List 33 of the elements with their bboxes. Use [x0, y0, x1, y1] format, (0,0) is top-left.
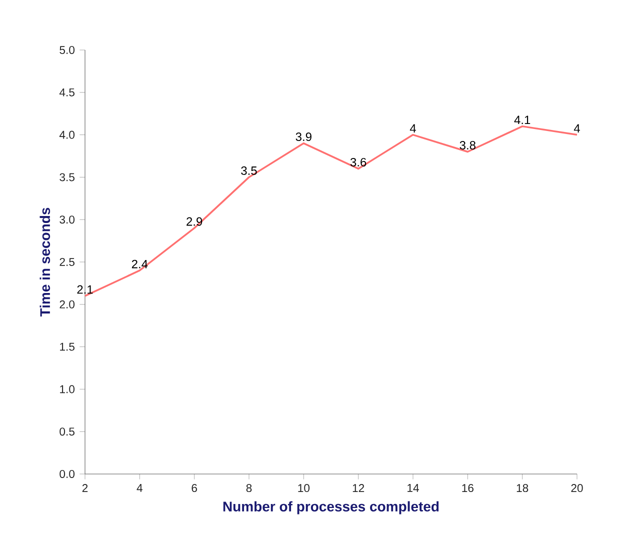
- y-tick-label: 4.5: [59, 88, 74, 96]
- y-tick-label: 2.0: [60, 300, 75, 308]
- y-tick-label: 3.5: [60, 173, 74, 182]
- x-tick-label: 2: [82, 484, 88, 492]
- data-label: 4: [574, 124, 580, 133]
- data-label: 4: [410, 124, 416, 133]
- x-tick-label: 8: [246, 484, 252, 492]
- data-label: 3.6: [350, 158, 366, 166]
- y-tick-label: 4.0: [59, 130, 75, 139]
- y-tick-label: 5.0: [60, 46, 75, 54]
- data-label: 3.5: [241, 166, 257, 175]
- y-tick-label: 2.5: [60, 258, 74, 266]
- data-label: 3.8: [460, 140, 476, 150]
- data-label: 3.9: [296, 132, 312, 142]
- data-label: 2.1: [77, 285, 93, 294]
- data-label: 4.1: [514, 116, 530, 124]
- y-tick-label: 3.0: [60, 216, 75, 224]
- x-tick-label: 4: [136, 484, 142, 492]
- x-tick-label: 18: [516, 484, 528, 492]
- y-axis-title: Time in seconds: [40, 208, 50, 317]
- y-tick-label: 1.0: [60, 385, 75, 394]
- x-tick-label: 20: [571, 484, 583, 492]
- x-tick-label: 16: [462, 484, 474, 492]
- y-tick-label: 1.5: [60, 342, 74, 351]
- x-tick-label: 12: [352, 484, 364, 492]
- data-label: 2.4: [132, 260, 148, 268]
- x-axis-title: Number of processes completed: [223, 501, 439, 514]
- data-label: 2.9: [186, 217, 202, 226]
- x-tick-label: 14: [408, 484, 419, 492]
- y-tick-label: 0.0: [60, 470, 75, 478]
- y-tick-label: 0.5: [60, 428, 74, 436]
- x-tick-label: 10: [298, 484, 310, 492]
- x-tick-label: 6: [192, 484, 197, 492]
